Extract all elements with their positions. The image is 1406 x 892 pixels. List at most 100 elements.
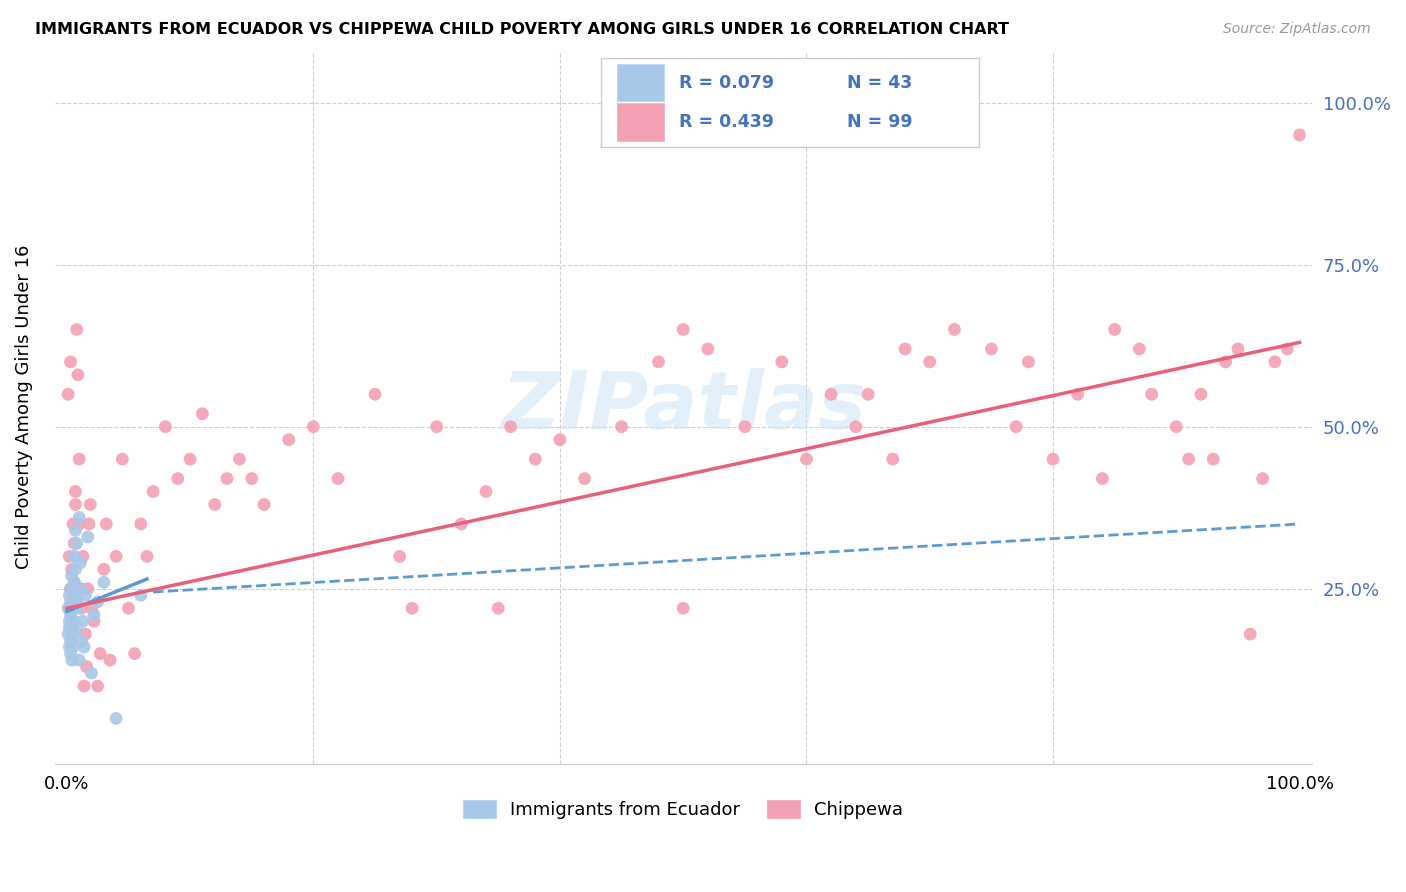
Point xyxy=(943,322,966,336)
Point xyxy=(1128,342,1150,356)
Point xyxy=(66,368,89,382)
Point xyxy=(66,536,89,550)
Text: IMMIGRANTS FROM ECUADOR VS CHIPPEWA CHILD POVERTY AMONG GIRLS UNDER 16 CORRELATI: IMMIGRANTS FROM ECUADOR VS CHIPPEWA CHIL… xyxy=(35,22,1010,37)
Point xyxy=(93,562,115,576)
Point xyxy=(253,498,276,512)
Point xyxy=(1091,472,1114,486)
Point xyxy=(1042,452,1064,467)
Point xyxy=(63,575,86,590)
Point xyxy=(136,549,159,564)
Point xyxy=(426,419,449,434)
Point xyxy=(1005,419,1028,434)
Point xyxy=(1017,355,1039,369)
Point xyxy=(1288,128,1310,142)
Point xyxy=(66,322,89,336)
Point xyxy=(62,640,84,654)
Point xyxy=(1140,387,1163,401)
Point xyxy=(62,601,84,615)
Point xyxy=(117,601,139,615)
Point xyxy=(58,588,80,602)
Point xyxy=(401,601,423,615)
Point xyxy=(75,627,97,641)
Point xyxy=(63,549,86,564)
Text: R = 0.439: R = 0.439 xyxy=(679,113,775,131)
Point xyxy=(63,536,86,550)
Point xyxy=(326,472,349,486)
Point xyxy=(80,601,103,615)
Point xyxy=(76,582,98,596)
Point xyxy=(96,516,118,531)
Point xyxy=(63,575,86,590)
Point xyxy=(179,452,201,467)
Point xyxy=(60,569,83,583)
Point xyxy=(1166,419,1188,434)
Point xyxy=(882,452,904,467)
Point xyxy=(65,498,87,512)
Point xyxy=(548,433,571,447)
Point xyxy=(204,498,226,512)
Point xyxy=(1251,472,1274,486)
Point xyxy=(124,647,146,661)
Point xyxy=(59,582,82,596)
Text: ZIPatlas: ZIPatlas xyxy=(501,368,866,446)
Point xyxy=(277,433,299,447)
Point xyxy=(69,582,91,596)
Y-axis label: Child Poverty Among Girls Under 16: Child Poverty Among Girls Under 16 xyxy=(15,245,32,569)
Point xyxy=(59,647,82,661)
Point xyxy=(62,588,84,602)
Point xyxy=(302,419,325,434)
Text: Source: ZipAtlas.com: Source: ZipAtlas.com xyxy=(1223,22,1371,37)
Point xyxy=(67,516,90,531)
Point xyxy=(77,516,100,531)
Point xyxy=(80,666,103,681)
Point xyxy=(820,387,842,401)
Point xyxy=(72,549,94,564)
Point xyxy=(1177,452,1199,467)
Point xyxy=(67,510,90,524)
Point xyxy=(67,452,90,467)
Point xyxy=(66,595,89,609)
Point xyxy=(62,627,84,641)
Point xyxy=(58,601,80,615)
Point xyxy=(89,647,111,661)
Point xyxy=(1277,342,1299,356)
Point xyxy=(155,419,177,434)
Point xyxy=(65,562,87,576)
Point xyxy=(240,472,263,486)
Point xyxy=(1189,387,1212,401)
Point xyxy=(166,472,188,486)
Point xyxy=(610,419,633,434)
Point xyxy=(918,355,941,369)
Point xyxy=(524,452,547,467)
Point xyxy=(65,595,87,609)
Point xyxy=(59,582,82,596)
Point xyxy=(70,633,93,648)
Point xyxy=(499,419,522,434)
Point xyxy=(696,342,718,356)
Point xyxy=(83,614,105,628)
Point xyxy=(86,679,108,693)
Point xyxy=(129,516,152,531)
Point xyxy=(1264,355,1286,369)
Point xyxy=(364,387,387,401)
Point xyxy=(894,342,917,356)
Point xyxy=(73,679,96,693)
Point xyxy=(191,407,214,421)
Point xyxy=(76,659,98,673)
Point xyxy=(93,575,115,590)
Point xyxy=(129,588,152,602)
Point xyxy=(486,601,509,615)
Point xyxy=(59,607,82,622)
Point xyxy=(59,633,82,648)
Point xyxy=(217,472,239,486)
Point xyxy=(60,562,83,576)
Point xyxy=(58,614,80,628)
Point xyxy=(845,419,868,434)
Point xyxy=(62,614,84,628)
Point xyxy=(1215,355,1237,369)
Point xyxy=(60,653,83,667)
Point xyxy=(672,601,695,615)
Text: R = 0.079: R = 0.079 xyxy=(679,74,775,92)
Legend: Immigrants from Ecuador, Chippewa: Immigrants from Ecuador, Chippewa xyxy=(456,792,911,826)
Point xyxy=(672,322,695,336)
